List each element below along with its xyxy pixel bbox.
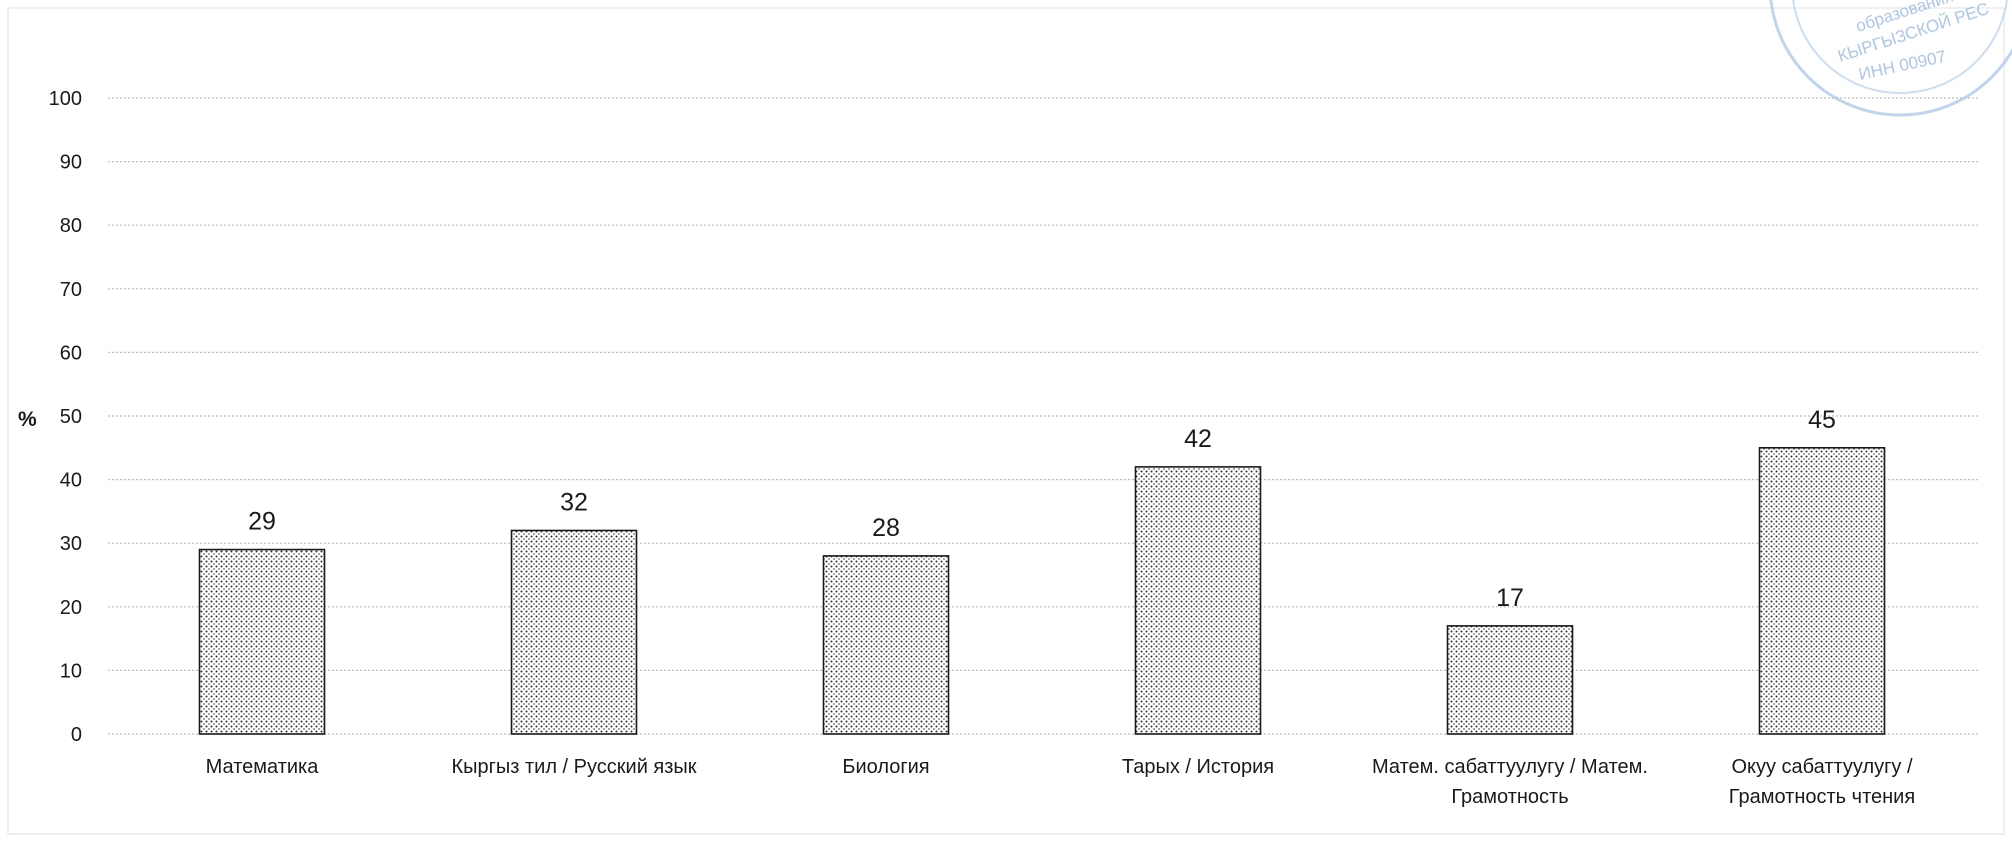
category-label: Окуу сабаттуулугу / bbox=[1731, 756, 1913, 778]
y-axis-ticks: 0 10 20 30 40 50 60 70 80 90 100 bbox=[49, 88, 82, 746]
bar-value-label: 42 bbox=[1184, 425, 1212, 453]
bars bbox=[198, 446, 1886, 735]
official-stamp: образования КЫРГЫЗСКОЙ РЕС ИНН 00907 bbox=[1769, 0, 2012, 117]
bar-value-label: 45 bbox=[1808, 406, 1836, 434]
y-tick-label: 30 bbox=[60, 533, 82, 555]
bar bbox=[510, 529, 638, 735]
category-label: Грамотность чтения bbox=[1729, 786, 1915, 808]
bar bbox=[198, 548, 326, 735]
category-label: Математика bbox=[206, 756, 320, 778]
gridlines bbox=[108, 97, 1978, 735]
y-tick-label: 90 bbox=[60, 152, 82, 174]
y-tick-label: 10 bbox=[60, 660, 82, 682]
bar bbox=[822, 555, 950, 735]
y-tick-label: 40 bbox=[60, 470, 82, 492]
bar-value-label: 29 bbox=[248, 508, 276, 536]
y-tick-label: 100 bbox=[49, 88, 82, 110]
y-tick-label: 80 bbox=[60, 215, 82, 237]
category-label: Грамотность bbox=[1451, 786, 1568, 808]
bar bbox=[1758, 446, 1886, 735]
y-tick-label: 70 bbox=[60, 279, 82, 301]
y-tick-label: 0 bbox=[71, 724, 82, 746]
y-tick-label: 60 bbox=[60, 342, 82, 364]
y-tick-label: 20 bbox=[60, 597, 82, 619]
category-label: Тарых / История bbox=[1122, 756, 1274, 778]
bar bbox=[1446, 625, 1574, 735]
chart-border bbox=[7, 7, 2005, 835]
y-axis-label: % bbox=[18, 408, 37, 431]
category-label: Кыргыз тил / Русский язык bbox=[451, 756, 696, 778]
y-tick-label: 50 bbox=[60, 406, 82, 428]
bar-value-label: 28 bbox=[872, 514, 900, 542]
bar-value-label: 17 bbox=[1496, 584, 1524, 612]
category-label: Биология bbox=[842, 756, 929, 778]
category-labels: Математика Кыргыз тил / Русский язык Биоло… bbox=[206, 756, 1916, 808]
bar-value-label: 32 bbox=[560, 488, 588, 516]
bar bbox=[1134, 466, 1262, 735]
data-labels: 29 32 28 42 17 45 bbox=[248, 406, 1836, 612]
category-label: Матем. сабаттуулугу / Матем. bbox=[1372, 756, 1648, 778]
